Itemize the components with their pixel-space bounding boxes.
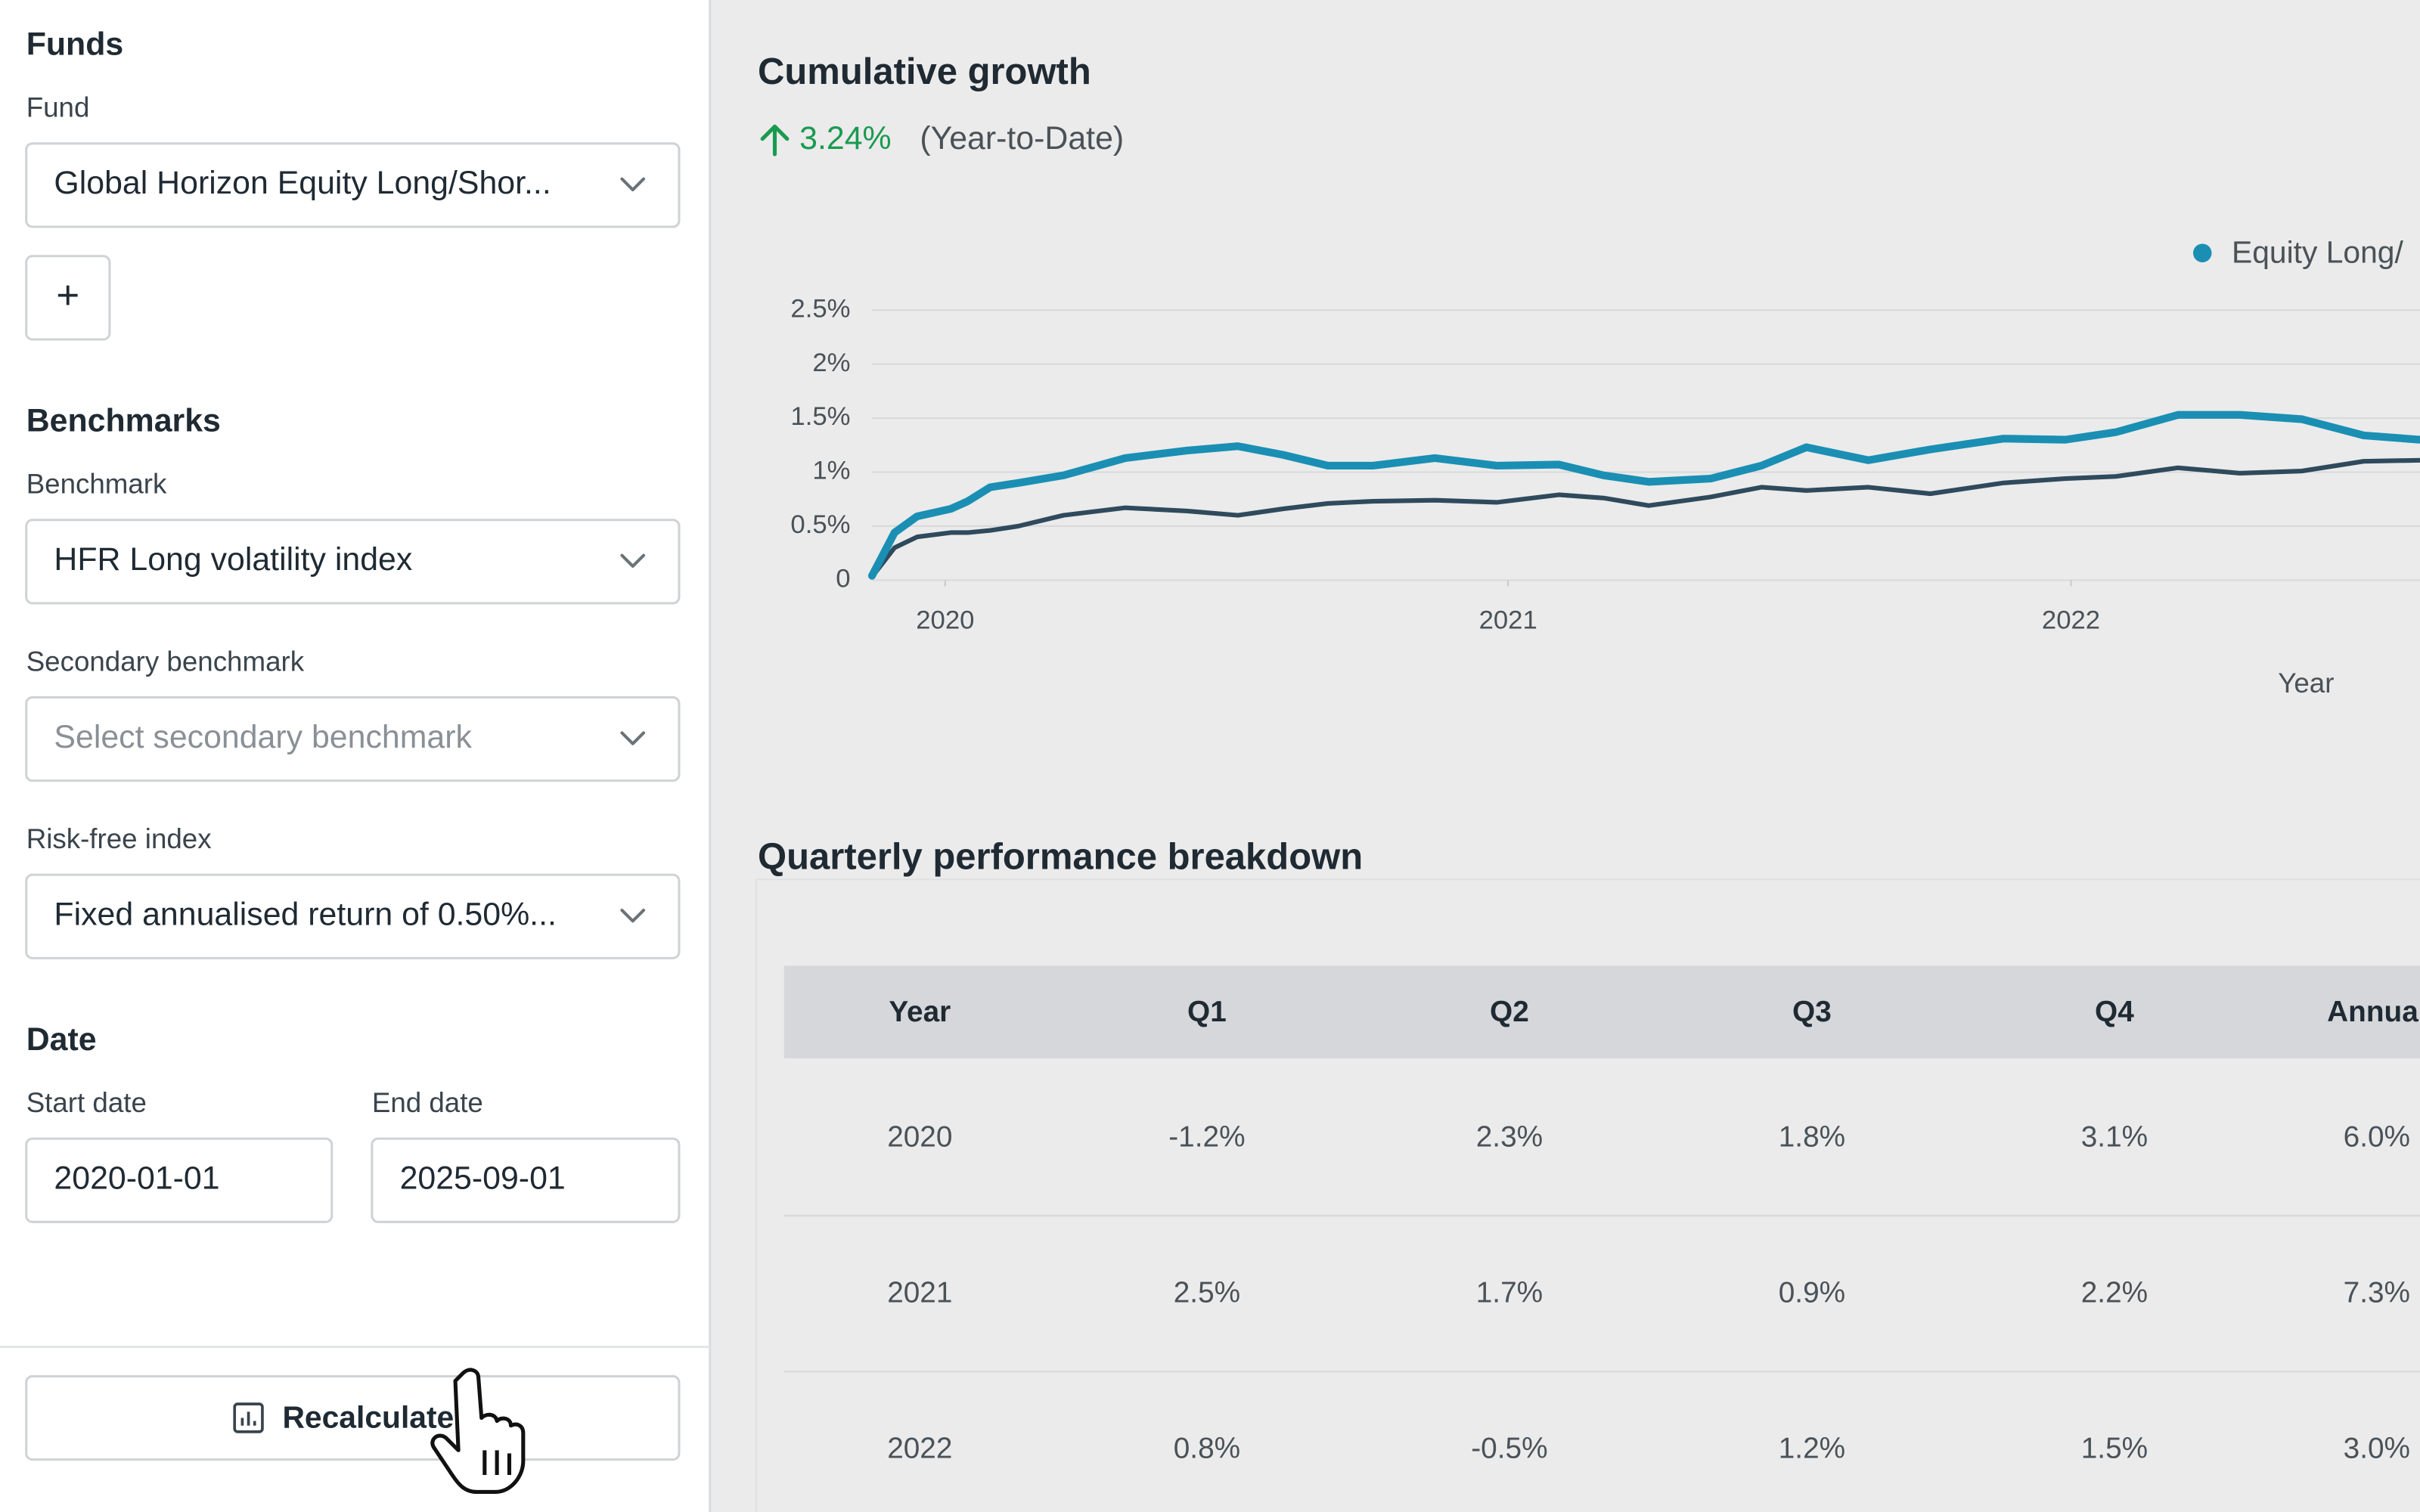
cursor-detail [482,1450,512,1476]
select-value: Global Horizon Equity Long/Shor... [54,165,551,201]
y-tick-label: 0 [836,565,850,593]
field-label: Start date [26,1087,147,1118]
y-tick-label: 2.5% [790,294,850,323]
table-cell: 6.0% [2344,1120,2410,1153]
hand-cursor [430,1368,526,1495]
ytd-period: (Year-to-Date) [920,120,1124,156]
table-cell: 0.9% [1779,1276,1845,1309]
table-cell: -0.5% [1471,1433,1547,1465]
field-label: Fund [26,92,90,123]
table-title: Quarterly performance breakdown [758,837,1363,878]
x-axis-label: Year [2278,668,2334,699]
chart-icon [233,1402,264,1433]
x-tick-label: 2022 [2042,606,2100,635]
table-header-cell: Q3 [1792,996,1832,1028]
section-heading: Funds [26,26,124,63]
start-date-input[interactable] [25,1137,334,1223]
x-tick-label: 2020 [916,606,974,635]
series-line [870,457,2420,580]
table-cell: 2022 [887,1433,952,1465]
input-value: 2025-09-01 [400,1160,566,1197]
table-cell: -1.2% [1168,1120,1245,1153]
table-cell: 2.5% [1174,1276,1240,1309]
legend-label: Equity Long/ [2232,235,2403,270]
y-tick-label: 2% [812,349,850,377]
riskfree-select[interactable] [25,873,681,959]
chevron-icon [620,177,646,192]
select-value: HFR Long volatility index [54,541,412,578]
chevron-icon [620,731,646,745]
table-header-cell: Q2 [1490,996,1529,1028]
table-header-cell: Annual [2327,996,2420,1028]
chart-title: Cumulative growth [758,51,1091,92]
table-cell: 1.8% [1779,1120,1845,1153]
end-date-input[interactable] [371,1137,681,1223]
select-placeholder: Select secondary benchmark [54,719,472,755]
table: Year Q1 Q2 Q3 Q4 Annual 2020 -1.2% 2.3% 1.8% 3.1% 6… [783,996,2420,1465]
chart: 0 0.5% 1% 1.5% 2% 2.5% 2020 2021 2022 Equity Long… [790,235,2420,635]
table-header-cell: Year [889,996,951,1028]
section-heading: Date [26,1021,97,1058]
secondary-benchmark-select[interactable] [25,696,681,782]
field-label: Benchmark [26,469,167,500]
chevron-icon [620,909,646,923]
field-label: Risk-free index [26,823,212,854]
y-tick-label: 1% [812,457,850,485]
table-cell: 1.5% [2081,1433,2148,1465]
button-label: + [56,273,79,318]
table-cell: 3.0% [2344,1433,2410,1465]
field-label: End date [372,1087,483,1118]
y-tick-label: 0.5% [790,510,850,539]
table-cell: 2.3% [1476,1120,1543,1153]
table-header-cell: Q1 [1187,996,1227,1028]
table-header-cell: Q4 [2095,996,2134,1028]
chevron-icon [620,553,646,569]
table-cell: 2020 [887,1120,952,1153]
table-cell: 2.2% [2081,1276,2148,1309]
ytd-change: 3.24% [799,120,891,156]
select-value: Fixed annualised return of 0.50%... [54,897,556,933]
table-cell: 2021 [887,1276,952,1309]
table-cell: 7.3% [2344,1276,2410,1309]
table-cell: 1.2% [1779,1433,1845,1465]
add-fund-button[interactable] [25,255,111,341]
button-label: Recalculate [282,1399,454,1434]
y-tick-label: 1.5% [790,402,850,431]
up-arrow-icon [760,124,790,156]
x-tick-label: 2021 [1479,606,1537,635]
legend-marker [2193,243,2212,262]
field-label: Secondary benchmark [26,646,305,677]
input-value: 2020-01-01 [54,1160,219,1197]
benchmark-select[interactable] [25,519,681,605]
fund-select[interactable] [25,142,681,228]
table-cell: 3.1% [2081,1120,2148,1153]
section-heading: Benchmarks [26,402,221,438]
table-cell: 0.8% [1174,1433,1240,1465]
table-header-row [783,965,2420,1058]
series-line [867,411,2420,580]
table-cell: 1.7% [1476,1276,1543,1309]
